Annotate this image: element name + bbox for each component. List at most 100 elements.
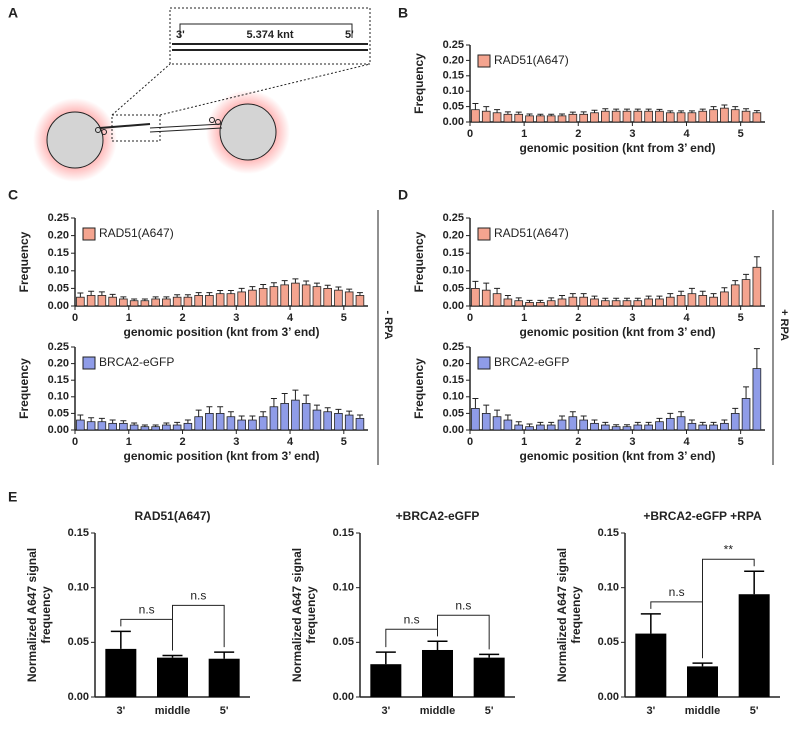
bar	[536, 302, 545, 307]
x-tick-label: 0	[467, 128, 473, 140]
bar	[525, 115, 534, 123]
x-tick-label: 5	[341, 436, 347, 448]
legend-label: BRCA2-eGFP	[99, 355, 174, 369]
significance-bracket	[437, 614, 490, 650]
error-bar	[602, 297, 609, 301]
bar	[194, 295, 203, 307]
bar	[151, 298, 160, 307]
bar	[86, 421, 96, 431]
bar	[355, 417, 365, 431]
bar	[183, 296, 193, 307]
bar	[546, 115, 556, 123]
error-bar	[743, 108, 750, 112]
bar	[119, 298, 128, 307]
error-bar	[324, 407, 331, 412]
error-bar	[537, 299, 544, 303]
y-tick-label: 0.15	[48, 247, 69, 259]
error-bar	[602, 421, 609, 426]
error-bar	[634, 108, 641, 112]
error-bar	[504, 414, 511, 421]
bar	[205, 412, 214, 431]
x-axis-label: genomic position (knt from 3’ end)	[519, 141, 715, 155]
error-bar	[238, 415, 245, 421]
y-tick-label: 0.00	[443, 116, 464, 128]
bar	[536, 424, 545, 431]
error-bar	[152, 296, 159, 299]
bar	[291, 282, 300, 307]
bar	[635, 633, 667, 697]
error-bar	[270, 397, 277, 407]
x-tick-label: 4	[683, 312, 690, 324]
bar	[644, 110, 653, 123]
x-tick-label: 5'	[750, 705, 759, 717]
error-bar	[645, 421, 652, 426]
x-tick-label: 2	[575, 128, 581, 140]
legend-label: RAD51(A647)	[99, 226, 174, 240]
error-bar	[238, 287, 245, 292]
x-tick-label: 5'	[220, 705, 229, 717]
bar	[471, 287, 480, 307]
y-axis-label: Normalized A647 signal	[555, 548, 569, 682]
error-bar	[634, 297, 641, 301]
bar	[730, 284, 740, 307]
bar	[665, 417, 675, 431]
y-tick-label: 0.15	[443, 374, 464, 386]
significance-label: n.s	[404, 612, 420, 626]
error-bar	[227, 411, 234, 417]
x-tick-label: 1	[521, 128, 527, 140]
bar	[738, 594, 770, 697]
error-bar	[77, 292, 84, 298]
bar	[151, 426, 160, 431]
bar	[334, 289, 343, 307]
error-bar	[721, 287, 728, 292]
bar	[205, 295, 214, 307]
bar	[579, 113, 588, 123]
bar	[665, 112, 675, 123]
error-bar	[692, 662, 713, 667]
error-bar	[526, 113, 533, 116]
x-tick-label: middle	[155, 705, 190, 717]
error-bar	[206, 406, 213, 414]
bar	[514, 113, 524, 123]
x-tick-label: 3	[629, 128, 635, 140]
significance-label: n.s	[455, 598, 471, 612]
bar	[752, 368, 762, 431]
panel-label: C	[8, 187, 18, 203]
error-bar	[346, 288, 353, 292]
error-bar	[260, 284, 267, 289]
x-tick-label: 2	[575, 312, 581, 324]
y-tick-label: 0.05	[443, 282, 464, 294]
error-bar	[634, 421, 641, 426]
x-tick-label: 1	[521, 312, 527, 324]
error-bar	[656, 295, 663, 299]
bar	[568, 296, 578, 307]
y-tick-label: 0.15	[443, 70, 464, 82]
bar	[237, 291, 246, 307]
bar	[355, 295, 365, 307]
x-tick-label: 0	[467, 312, 473, 324]
y-tick-label: 0.10	[68, 582, 89, 594]
error-bar	[537, 421, 544, 426]
bar	[687, 293, 697, 307]
y-tick-label: 0.25	[443, 39, 464, 51]
x-tick-label: 3	[233, 312, 239, 324]
panel-label: A	[8, 5, 18, 21]
bar	[633, 110, 643, 123]
bar	[301, 403, 311, 431]
bar	[687, 666, 718, 697]
y-axis-label: frequency	[304, 586, 318, 644]
error-bar	[110, 630, 131, 649]
error-bar	[494, 109, 501, 113]
length-label: 5.374 knt	[246, 29, 293, 41]
error-bar	[494, 287, 501, 294]
error-bar	[678, 411, 685, 417]
bar	[140, 300, 150, 307]
x-tick-label: 3	[629, 312, 635, 324]
error-bar	[217, 290, 224, 294]
error-bar	[743, 386, 750, 399]
error-bar	[656, 108, 663, 112]
error-bar	[678, 290, 685, 296]
bar	[698, 424, 708, 431]
y-tick-label: 0.15	[443, 247, 464, 259]
x-tick-label: 3'	[381, 705, 390, 717]
